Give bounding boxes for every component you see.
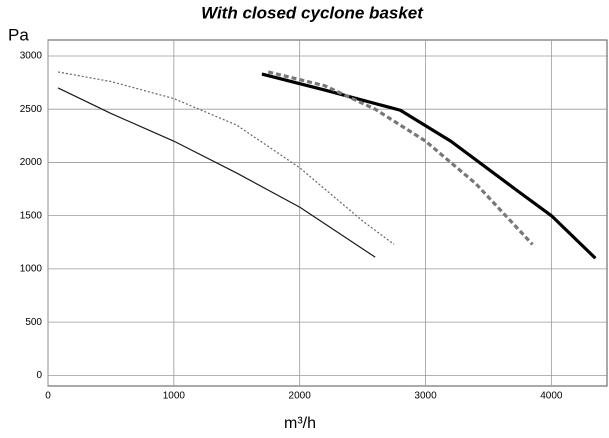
line-series: [261, 72, 597, 260]
line-series: [57, 71, 395, 245]
x-tick-label: 4000: [540, 391, 563, 402]
x-tick-label: 2000: [289, 391, 312, 402]
y-tick-label: 2000: [20, 157, 43, 168]
y-axis-label: Pa: [8, 25, 29, 44]
x-tick-label: 3000: [414, 391, 437, 402]
y-tick-label: 1000: [20, 264, 43, 275]
line-series: [57, 87, 376, 258]
y-tick-label: 2500: [20, 104, 43, 115]
x-axis-label: m³/h: [284, 415, 316, 432]
line-series: [267, 70, 534, 246]
y-tick-label: 1500: [20, 210, 43, 221]
y-tick-label: 3000: [20, 51, 43, 62]
y-tick-label: 500: [25, 317, 42, 328]
y-tick-label: 0: [36, 370, 42, 381]
chart-title: With closed cyclone basket: [201, 3, 424, 22]
x-tick-label: 1000: [163, 391, 186, 402]
x-tick-label: 0: [45, 391, 51, 402]
